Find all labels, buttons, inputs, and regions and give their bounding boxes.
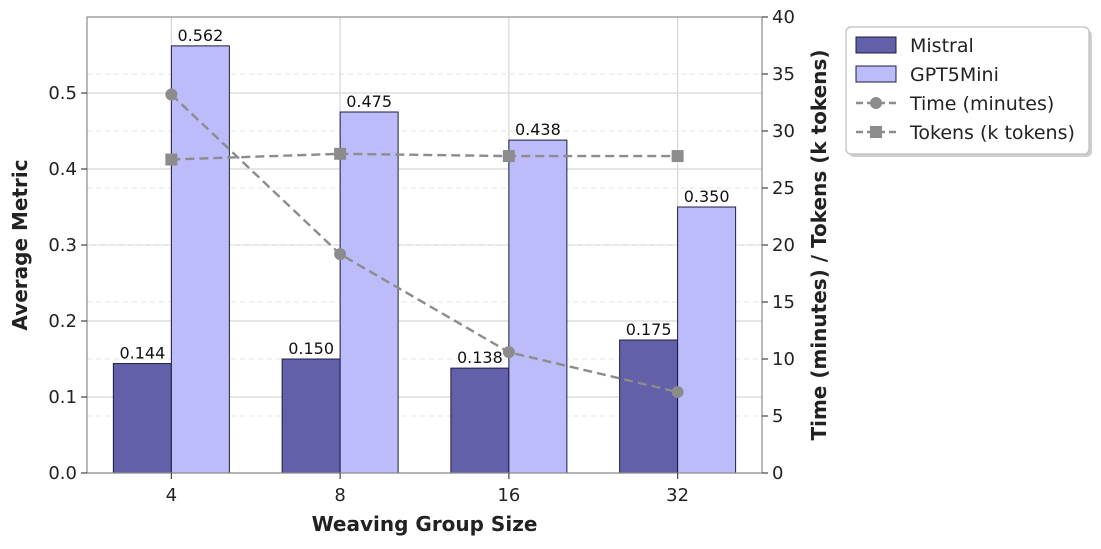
bar-value-label: 0.562 (177, 26, 223, 45)
y-tick-label: 0.1 (48, 387, 77, 408)
y2-tick-label: 25 (772, 178, 795, 199)
x-tick-label: 16 (497, 485, 520, 506)
bar-mistral-4 (112, 363, 172, 474)
legend-label: Tokens (k tokens) (909, 122, 1075, 144)
line-tokens (171, 152, 678, 161)
y2-tick-label: 15 (772, 292, 795, 313)
y2-tick-label: 5 (772, 406, 783, 427)
lines (165, 88, 684, 399)
legend-marker (870, 126, 882, 138)
legend-swatch (855, 65, 897, 83)
bars: 0.144 0.150 0.138 0.175 0.562 0.475 0.438 0.350 (112, 26, 737, 474)
x-tick-label: 8 (334, 485, 345, 506)
line-time (170, 93, 678, 394)
bar-gpt5mini-32 (677, 206, 737, 474)
bar-gpt5mini-16 (508, 139, 568, 474)
bar-value-label: 0.144 (119, 344, 165, 363)
tokens-point (671, 150, 684, 163)
bar-gpt5mini-8 (339, 111, 399, 474)
legend-label: GPT5Mini (910, 64, 999, 86)
time-point (165, 88, 178, 101)
y2-tick-label: 20 (772, 235, 795, 256)
tokens-point (165, 153, 178, 166)
bar-value-label: 0.150 (288, 339, 334, 358)
x-axis-label: Weaving Group Size (312, 512, 538, 536)
bar-mistral-16 (450, 367, 510, 474)
bar-value-label: 0.175 (626, 320, 672, 339)
bar-mistral-32 (619, 339, 679, 474)
bar-value-label: 0.438 (515, 120, 561, 139)
y-tick-label: 0.4 (48, 159, 77, 180)
y2-tick-label: 30 (772, 121, 795, 142)
bar-value-label: 0.138 (457, 348, 503, 367)
y2-tick-label: 35 (772, 64, 795, 85)
bar-mistral-8 (281, 358, 341, 474)
time-point (502, 346, 515, 359)
legend-swatch (855, 36, 897, 54)
y-tick-label: 0.0 (48, 463, 77, 484)
y-tick-label: 0.5 (48, 83, 77, 104)
legend-marker (870, 97, 882, 109)
y-axis-label: Average Metric (8, 159, 32, 330)
tokens-point (334, 147, 347, 160)
y2-tick-label: 10 (772, 349, 795, 370)
bar-value-label: 0.350 (684, 187, 730, 206)
y2-tick-label: 0 (772, 463, 783, 484)
x-tick-label: 32 (666, 485, 689, 506)
bar-value-label: 0.475 (346, 92, 392, 111)
time-point (334, 248, 347, 261)
time-point (671, 386, 684, 399)
axes: 0.0 0.1 0.2 0.3 0.4 0.5 0 5 10 15 20 25 30 35 40 4 8 16 32 (48, 7, 795, 506)
x-tick-label: 4 (166, 485, 177, 506)
y2-tick-label: 40 (772, 7, 795, 28)
y-tick-label: 0.2 (48, 311, 77, 332)
y2-axis-label: Time (minutes) / Tokens (k tokens) (807, 49, 831, 440)
legend-box (845, 26, 1090, 155)
bar-gpt5mini-4 (170, 45, 230, 474)
legend-label: Mistral (910, 35, 974, 57)
y-tick-label: 0.3 (48, 235, 77, 256)
tokens-point (502, 150, 515, 163)
legend: Mistral GPT5Mini Time (minutes) Tokens (k t… (845, 26, 1092, 157)
legend-label: Time (minutes) (909, 93, 1054, 115)
